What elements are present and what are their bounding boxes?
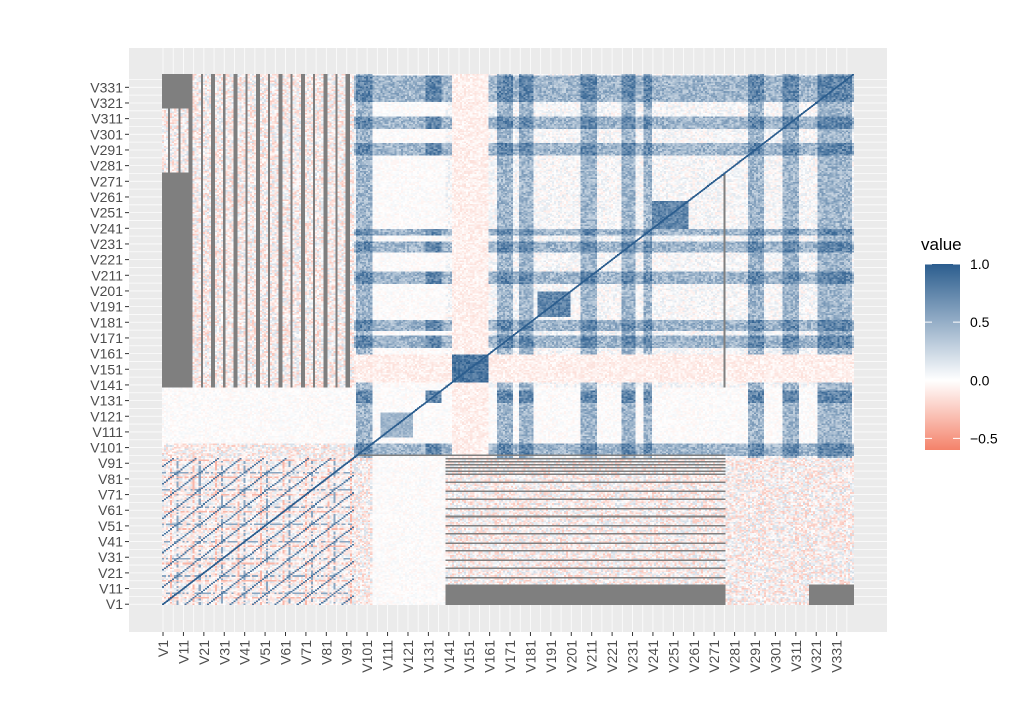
diagonal-line (162, 74, 854, 605)
x-tick-label: V91 (339, 640, 355, 665)
x-tick-label: V321 (808, 640, 824, 673)
x-tick-label: V251 (665, 640, 681, 673)
y-tick-label: V261 (90, 189, 123, 205)
y-tick-label: V151 (90, 361, 123, 377)
x-tick-label: V81 (318, 640, 334, 665)
y-tick-label: V71 (98, 487, 123, 503)
x-tick-label: V281 (727, 640, 743, 673)
y-tick-label: V121 (90, 408, 123, 424)
legend: value 1.0 0.5 0.0 −0.5 (921, 235, 998, 450)
y-tick-label: V51 (98, 518, 123, 534)
x-tick-label: V131 (420, 640, 436, 673)
x-tick-label: V301 (767, 640, 783, 673)
y-tick-label: V221 (90, 252, 123, 268)
x-tick-label: V221 (604, 640, 620, 673)
legend-colorbar (925, 264, 960, 450)
y-tick-label: V251 (90, 205, 123, 221)
y-tick-label: V161 (90, 346, 123, 362)
y-tick-label: V111 (92, 424, 123, 440)
legend-label: 1.0 (970, 256, 990, 272)
x-tick-label: V331 (829, 640, 845, 673)
x-tick-label: V141 (441, 640, 457, 673)
y-tick-label: V301 (90, 126, 123, 142)
x-tick-label: V211 (584, 640, 600, 672)
x-tick-label: V111 (380, 640, 396, 671)
y-tick-label: V181 (90, 314, 123, 330)
y-tick-label: V101 (90, 440, 123, 456)
y-tick-label: V191 (90, 299, 123, 315)
x-tick-label: V61 (277, 640, 293, 665)
x-tick-label: V311 (788, 640, 804, 672)
x-tick-label: V241 (645, 640, 661, 673)
x-tick-label: V71 (298, 640, 314, 665)
legend-label: 0.5 (970, 314, 990, 330)
legend-label: −0.5 (970, 430, 998, 446)
legend-ticks: 1.0 0.5 0.0 −0.5 (925, 256, 998, 446)
y-tick-label: V11 (99, 581, 123, 597)
x-tick-label: V231 (625, 640, 641, 673)
y-tick-label: V1 (106, 596, 123, 612)
x-tick-label: V151 (461, 640, 477, 673)
x-tick-label: V31 (216, 640, 232, 665)
x-tick-label: V1 (155, 640, 171, 657)
x-tick-label: V181 (522, 640, 538, 673)
x-tick-label: V271 (706, 640, 722, 673)
x-tick-label: V261 (686, 640, 702, 673)
y-tick-label: V291 (90, 142, 123, 158)
legend-title: value (921, 235, 962, 254)
x-tick-label: V51 (257, 640, 273, 665)
x-tick-label: V21 (196, 640, 212, 665)
y-tick-label: V41 (98, 534, 123, 550)
y-tick-label: V141 (90, 377, 123, 393)
legend-label: 0.0 (970, 372, 990, 388)
x-tick-label: V201 (563, 640, 579, 673)
y-tick-label: V21 (98, 565, 123, 581)
y-tick-label: V311 (91, 111, 123, 127)
heatmap-panel (129, 48, 887, 632)
x-tick-label: V161 (482, 640, 498, 673)
x-tick-label: V101 (359, 640, 375, 673)
y-tick-label: V171 (90, 330, 123, 346)
x-tick-label: V291 (747, 640, 763, 673)
y-tick-label: V31 (98, 549, 123, 565)
x-tick-label: V41 (237, 640, 253, 665)
legend-gradient (925, 264, 960, 450)
y-tick-label: V331 (90, 79, 123, 95)
y-tick-label: V81 (98, 471, 123, 487)
x-tick-label: V171 (502, 640, 518, 673)
x-axis: V1 V11 V21 V31 V41 V51 V61 V71 V81 V91 V101 V111 V12… (155, 632, 845, 673)
x-tick-label: V11 (175, 640, 191, 664)
y-tick-label: V201 (90, 283, 123, 299)
y-tick-label: V321 (90, 95, 123, 111)
y-tick-label: V91 (98, 455, 123, 471)
y-tick-label: V61 (98, 502, 123, 518)
x-tick-label: V191 (543, 640, 559, 673)
x-tick-label: V121 (400, 640, 416, 673)
y-tick-label: V241 (90, 220, 123, 236)
y-tick-label: V131 (90, 393, 123, 409)
y-tick-label: V281 (90, 158, 123, 174)
y-tick-label: V211 (91, 267, 123, 283)
y-tick-label: V231 (90, 236, 123, 252)
y-tick-label: V271 (90, 173, 123, 189)
y-axis: V1V11V21V31V41V51V61V71V81V91V101V111V12… (90, 79, 129, 612)
